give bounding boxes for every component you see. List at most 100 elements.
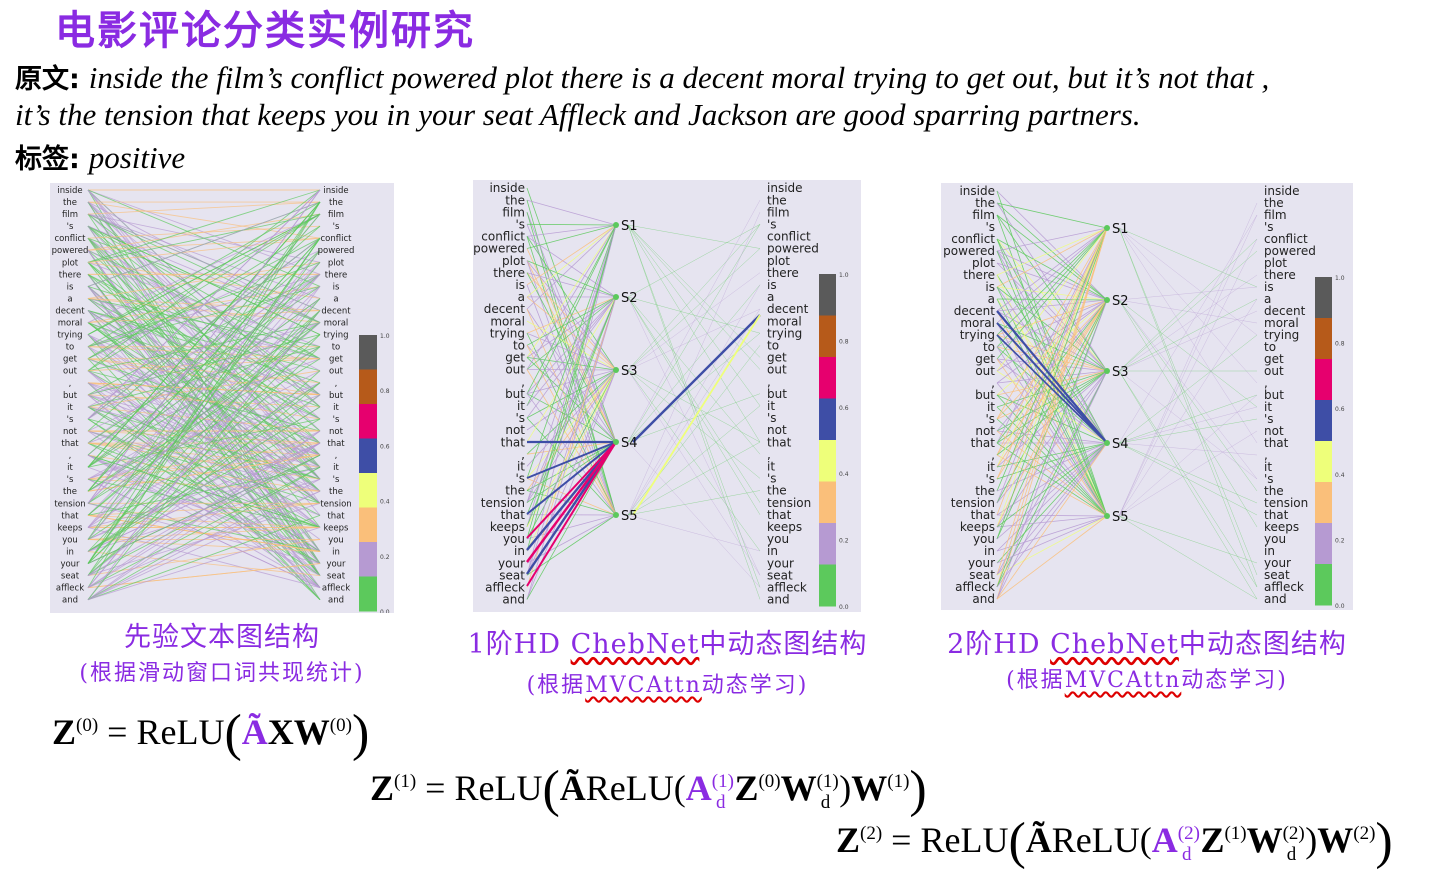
sentence-node-label: S1 [1112,222,1129,237]
edge [996,227,1108,456]
left-token: you [503,532,525,546]
edge [87,490,321,601]
left-token: moral [960,316,995,330]
edge [526,296,617,419]
edge [996,299,1108,588]
edge [996,227,1108,600]
right-token: but [1264,388,1284,402]
colorbar-segment [819,357,836,399]
right-token: you [328,535,344,545]
edge [87,237,321,492]
edge [1118,299,1258,480]
left-token: trying [57,331,82,341]
edge [1118,430,1258,517]
edge [1118,286,1258,301]
right-token: in [1264,544,1275,558]
right-token: there [767,266,799,280]
right-token: that [327,511,345,521]
edge [87,201,321,468]
right-token: is [333,282,340,292]
colorbar-segment [1315,318,1332,360]
left-token: affleck [56,584,84,594]
right-token: decent [767,302,809,316]
colorbar-segment [1315,359,1332,401]
right-token: plot [328,258,345,268]
left-token: tension [54,499,85,509]
edge [526,224,617,527]
right-token: , [335,379,338,389]
left-token: you [973,532,995,546]
left-token: inside [959,184,995,198]
panel3-sub-mvcattn: MVCAttn [1064,668,1182,693]
edge [996,299,1108,312]
left-token: not [63,427,78,437]
edge [87,201,321,335]
left-token: out [975,364,995,378]
colorbar-segment [819,274,836,316]
edge [526,224,617,503]
right-token: the [767,193,787,207]
edge [627,441,761,588]
left-token: conflict [951,232,995,246]
left-token: 's [67,415,74,425]
edge [627,345,761,516]
edge [627,224,761,298]
right-token: 's [1264,412,1274,426]
sentence-node-label: S2 [1112,294,1129,309]
left-token: powered [473,242,525,256]
right-token: affleck [322,584,350,594]
dynamic-edges [996,190,1258,600]
left-token: 's [985,412,995,426]
sentence-node [1104,368,1110,374]
edge [996,442,1108,540]
edge [996,515,1108,564]
edge [1118,250,1258,372]
edge [87,189,321,372]
edge [627,212,761,516]
edge [627,490,761,516]
edge [526,224,617,370]
edge [87,382,321,540]
edge [996,442,1108,492]
edge [1118,238,1258,517]
edge [526,296,617,346]
left-token: decent [55,306,85,316]
left-token: to [983,340,995,354]
right-token: get [329,355,344,365]
colorbar-segment [819,398,836,441]
left-token: , [991,376,995,390]
sentence-node [1104,297,1110,303]
edge [996,227,1108,312]
left-token: , [69,379,72,389]
edge [87,466,321,589]
edge [996,370,1108,600]
edge [87,201,321,287]
edge [1118,442,1258,504]
edge [526,296,617,394]
edge [996,370,1108,576]
edge [627,308,761,371]
right-token: powered [1264,244,1316,258]
left-token: film [972,208,995,222]
edge [996,299,1108,540]
panel2-sub-prefix: (根据 [526,673,586,698]
colorbar-tick-label: 0.2 [1335,537,1345,544]
edge [996,227,1108,576]
left-token: 's [985,472,995,486]
sentence-node [613,512,619,518]
left-token: decent [484,302,526,316]
right-token: trying [323,331,348,341]
edge [996,286,1108,372]
left-token: moral [490,314,525,328]
edge [1118,310,1258,372]
right-token: your [1264,556,1291,570]
left-token: but [63,391,78,401]
right-token: 's [1264,220,1274,234]
right-token: powered [318,246,355,256]
original-text-line2: it’s the tension that keeps you in your … [15,97,1141,133]
panel2-caption-chebnet: ChebNet [570,629,700,660]
left-token: that [971,508,996,522]
left-token: seat [969,568,995,582]
edge [526,369,617,419]
right-token: not [329,427,344,437]
